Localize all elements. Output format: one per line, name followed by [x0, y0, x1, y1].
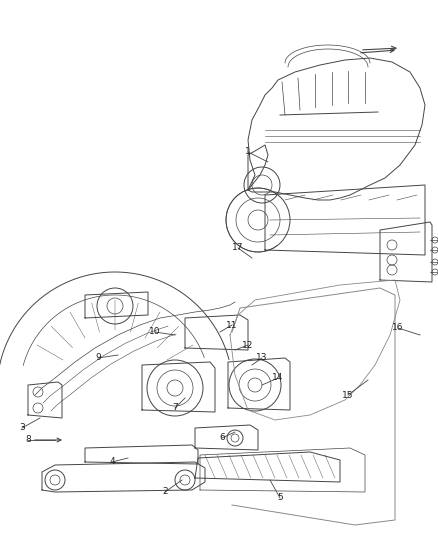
Text: 4: 4 — [109, 457, 115, 466]
Text: 3: 3 — [19, 424, 25, 432]
Text: 5: 5 — [277, 494, 283, 503]
Text: 11: 11 — [226, 320, 238, 329]
Text: 7: 7 — [172, 403, 178, 413]
Text: 13: 13 — [256, 353, 268, 362]
Text: 15: 15 — [342, 391, 354, 400]
Text: 2: 2 — [162, 488, 168, 497]
Text: 14: 14 — [272, 374, 284, 383]
Text: 1: 1 — [245, 148, 251, 157]
Text: 8: 8 — [25, 435, 31, 445]
Text: 12: 12 — [242, 341, 254, 350]
Text: 16: 16 — [392, 324, 404, 333]
Text: 10: 10 — [149, 327, 161, 336]
Text: 17: 17 — [232, 244, 244, 253]
Text: 6: 6 — [219, 433, 225, 442]
Text: 9: 9 — [95, 353, 101, 362]
